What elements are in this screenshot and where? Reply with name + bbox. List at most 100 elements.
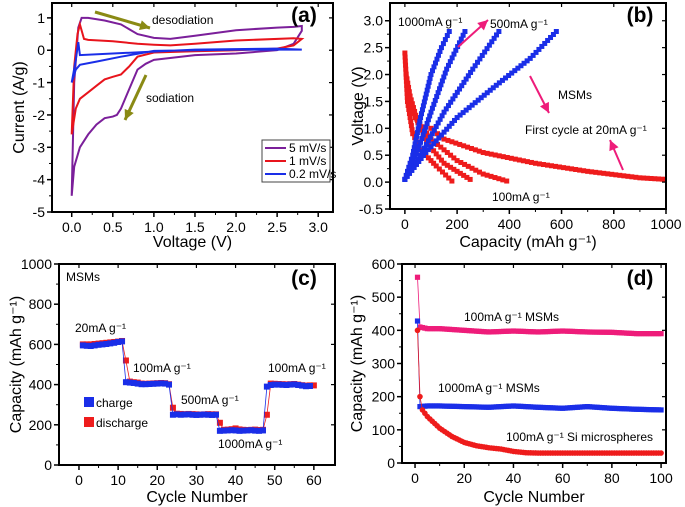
data-point [412, 141, 418, 147]
data-point [185, 411, 192, 418]
data-point [585, 168, 591, 174]
data-point [512, 68, 518, 74]
data-point [197, 411, 204, 418]
x-axis-label: Cycle Number [483, 489, 585, 506]
data-point [484, 150, 490, 156]
data-point [444, 66, 450, 72]
data-point [469, 165, 475, 171]
data-point [421, 145, 427, 151]
data-point [548, 34, 554, 40]
data-point [457, 141, 463, 147]
data-point [431, 148, 437, 154]
data-point [428, 144, 434, 150]
data-point [524, 58, 530, 64]
data-point [439, 169, 445, 175]
y-tick-label: 600 [29, 336, 53, 352]
data-point [504, 154, 510, 160]
data-point [441, 136, 447, 142]
y-tick-label: 1 [37, 10, 45, 26]
data-point [482, 49, 488, 55]
data-point [550, 31, 556, 37]
y-tick-label: -1 [33, 75, 46, 91]
data-point [428, 158, 434, 164]
data-point [259, 427, 266, 434]
x-tick-label: 40 [506, 470, 522, 486]
y-tick-label: -0.5 [359, 201, 383, 217]
data-point [492, 152, 498, 158]
data-point [444, 150, 450, 156]
x-tick-label: 1000 [650, 216, 681, 232]
annotation: 100mA g⁻¹ [133, 361, 191, 375]
y-tick-label: 2.0 [364, 67, 384, 83]
data-point [437, 86, 443, 92]
y-tick-label: -4 [33, 172, 46, 188]
annotation: 1000mA g⁻¹ MSMs [438, 381, 540, 395]
data-point [468, 69, 474, 75]
legend-label: 0.2 mV/s [289, 167, 336, 181]
data-point [475, 59, 481, 65]
data-point [447, 59, 453, 65]
data-point [240, 427, 247, 434]
data-point [177, 411, 184, 418]
data-point [469, 102, 475, 108]
data-point [271, 381, 278, 388]
data-point [492, 175, 498, 181]
data-point [484, 172, 490, 178]
data-point [656, 176, 662, 182]
x-tick-label: 800 [602, 216, 626, 232]
data-point [87, 343, 94, 350]
data-point [565, 165, 571, 171]
data-point [403, 62, 409, 68]
x-tick-label: 10 [110, 472, 126, 488]
data-point [419, 107, 425, 113]
data-point [119, 338, 126, 345]
data-point [306, 383, 313, 390]
data-point [425, 117, 431, 123]
y-tick-label: 0.0 [364, 174, 384, 190]
data-point [520, 158, 526, 164]
data-point [406, 102, 412, 108]
data-point [444, 33, 450, 39]
data-point [427, 113, 433, 119]
data-point [540, 162, 546, 168]
data-point [457, 112, 463, 118]
data-point [458, 36, 464, 42]
data-point [476, 148, 482, 154]
x-tick-label: 2.5 [267, 219, 287, 235]
data-point [431, 141, 437, 147]
data-point [295, 382, 302, 389]
data-point [410, 111, 416, 117]
data-point [512, 156, 518, 162]
data-point [539, 43, 545, 49]
data-point [419, 111, 425, 117]
data-point [428, 109, 434, 115]
data-point [601, 170, 607, 176]
data-point [436, 135, 442, 141]
data-point [472, 147, 478, 153]
x-tick-label: 0.5 [103, 219, 123, 235]
data-point [442, 37, 448, 43]
data-point [441, 160, 447, 166]
y-tick-label: 400 [372, 322, 396, 338]
data-point [454, 115, 460, 121]
data-point [409, 167, 415, 173]
data-point [428, 125, 434, 131]
data-point [420, 103, 426, 109]
data-point [435, 120, 441, 126]
series-line [417, 277, 662, 334]
data-point [644, 175, 650, 181]
y-tick-label: 0 [44, 457, 52, 473]
data-point [452, 93, 458, 99]
annotation: 1000mA g⁻¹ [398, 15, 462, 29]
data-point [438, 144, 444, 150]
data-point [154, 380, 161, 387]
y-tick-label: 2.5 [364, 40, 384, 56]
data-point [428, 72, 434, 78]
data-point [142, 381, 149, 388]
data-point [431, 160, 437, 166]
x-tick-label: 0.0 [62, 219, 82, 235]
arrow-head-icon [609, 140, 619, 152]
data-point [451, 166, 457, 172]
data-point [424, 87, 430, 93]
data-point [500, 154, 506, 160]
